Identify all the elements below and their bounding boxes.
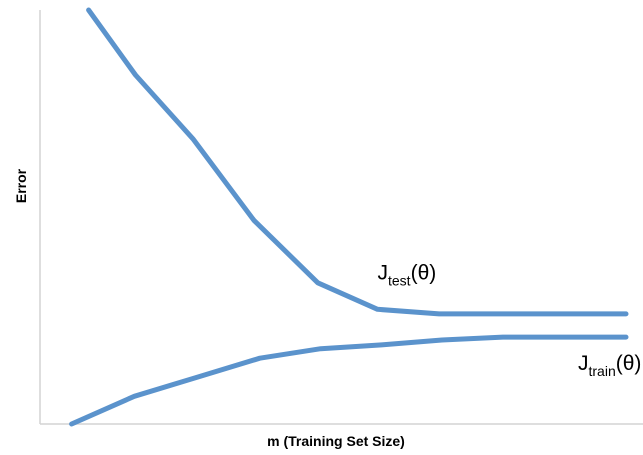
x-axis-label: m (Training Set Size) [267, 433, 405, 449]
series-label-test: Jtest(θ) [378, 261, 437, 288]
series-line-train [69, 334, 629, 427]
series-line-test [86, 7, 629, 317]
y-axis-label: Error [13, 168, 29, 203]
series-label-train: Jtrain(θ) [578, 352, 641, 379]
series-layer: Jtest(θ) Jtrain(θ) [69, 7, 641, 427]
